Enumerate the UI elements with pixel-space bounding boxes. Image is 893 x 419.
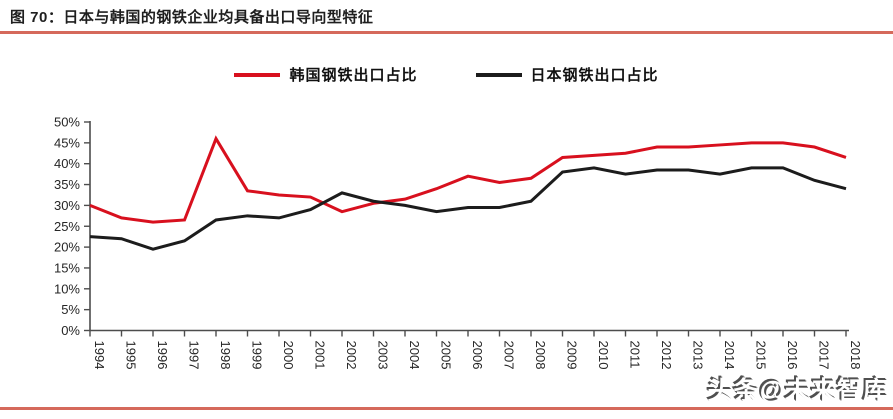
legend-label-korea: 韩国钢铁出口占比 [289, 67, 418, 84]
x-tick-label: 2000 [281, 341, 296, 370]
x-tick-label: 2008 [533, 341, 548, 370]
x-tick-label: 1996 [155, 341, 170, 370]
x-tick-label: 1999 [250, 341, 265, 370]
x-tick-label: 2016 [785, 341, 800, 370]
japan-line-swatch [475, 72, 522, 77]
series-line-1 [89, 166, 847, 251]
x-tick-label: 1998 [218, 341, 233, 370]
x-tick-label: 1995 [124, 341, 139, 370]
x-tick-label: 2004 [407, 341, 422, 370]
x-tick-label: 2015 [754, 341, 769, 370]
y-tick-label: 20% [54, 240, 80, 255]
x-tick-label: 2006 [470, 341, 485, 370]
x-tick-label: 1997 [187, 341, 202, 370]
y-tick-label: 0% [61, 323, 80, 338]
x-tick-label: 2002 [344, 341, 359, 370]
axis-lines [89, 121, 849, 332]
legend-item-japan: 日本钢铁出口占比 [475, 64, 659, 85]
x-tick-label: 2001 [313, 341, 328, 370]
y-tick-label: 5% [61, 302, 80, 317]
x-tick-label: 2013 [691, 341, 706, 370]
watermark: 头条@未来智库 [707, 377, 889, 405]
x-tick-label: 2014 [722, 341, 737, 370]
legend-item-korea: 韩国钢铁出口占比 [234, 64, 417, 85]
x-tick-label: 2009 [565, 341, 580, 370]
x-tick-label: 2011 [628, 341, 643, 369]
bottom-border-rule [0, 407, 893, 410]
x-tick-label: 2007 [502, 341, 517, 370]
series-line-0 [89, 135, 847, 224]
x-tick-label: 1994 [92, 341, 107, 370]
y-tick-label: 40% [54, 156, 80, 171]
x-tick-label: 2010 [596, 341, 611, 370]
y-tick-label: 15% [54, 260, 80, 275]
x-tick-label: 2012 [659, 341, 674, 370]
y-tick-label: 30% [54, 198, 80, 213]
y-tick-label: 25% [54, 219, 80, 234]
chart-legend: 韩国钢铁出口占比 日本钢铁出口占比 [0, 64, 893, 85]
y-tick-label: 45% [54, 135, 80, 150]
y-tick-label: 35% [54, 177, 80, 192]
legend-label-japan: 日本钢铁出口占比 [530, 67, 659, 84]
y-tick-label: 50% [54, 115, 80, 130]
x-tick-label: 2005 [439, 341, 454, 370]
korea-line-swatch [234, 72, 281, 77]
x-tick-label: 2003 [376, 341, 391, 370]
title-underline-rule [0, 31, 893, 34]
y-tick-label: 10% [54, 281, 80, 296]
x-tick-label: 2017 [817, 341, 832, 370]
x-tick-label: 2018 [848, 341, 863, 370]
figure-title: 图 70：日本与韩国的钢铁企业均具备出口导向型特征 [10, 9, 374, 26]
